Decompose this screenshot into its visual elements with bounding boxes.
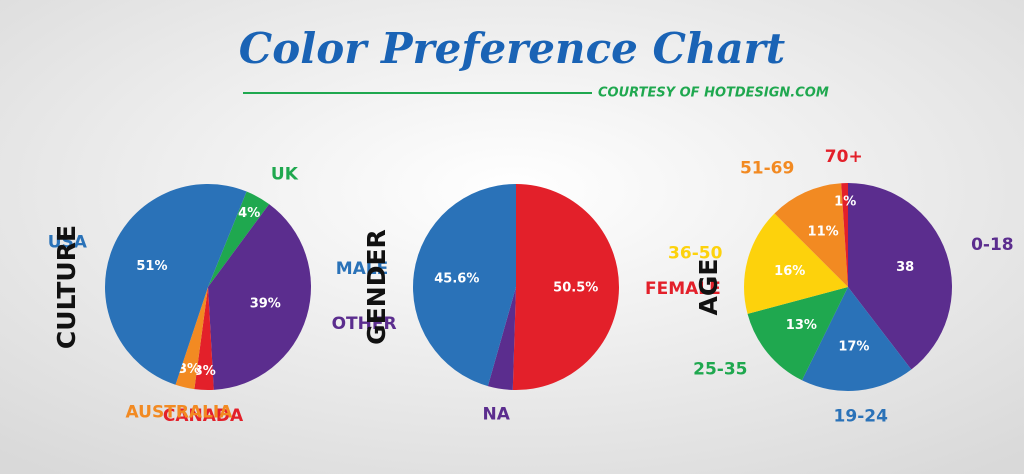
- slice-value-label: 38: [896, 260, 914, 275]
- slice-value-label: 1%: [834, 194, 856, 209]
- pie-slice: [744, 213, 848, 314]
- chart-axis-label: CULTURE: [52, 225, 81, 349]
- category-label: USA: [48, 232, 88, 252]
- category-label: FEMALE: [645, 279, 721, 299]
- slice-value-label: 51%: [136, 259, 167, 274]
- charts: 4% UK 39% OTHER 3% CANADA 3% AUSTRALIA 51% USACUL…: [48, 147, 1014, 426]
- category-label: 25-35: [693, 359, 747, 379]
- category-label: OTHER: [332, 314, 397, 334]
- slice-value-label: 13%: [786, 318, 817, 333]
- slice-value-label: 3%: [194, 364, 216, 379]
- subtitle: COURTESY OF HOTDESIGN.COM: [598, 86, 829, 101]
- category-label: MALE: [336, 259, 389, 279]
- category-label: 70+: [825, 147, 863, 167]
- slice-value-label: 39%: [250, 297, 281, 312]
- slice-value-label: 3%: [178, 362, 200, 377]
- pie-slice: [747, 287, 848, 381]
- pie-slice: [413, 184, 516, 387]
- category-label: CANADA: [163, 406, 244, 426]
- pie-slice: [512, 184, 619, 390]
- category-label: 0-18: [971, 235, 1014, 255]
- chart-axis-label: AGE: [694, 259, 723, 316]
- chart-axis-label: GENDER: [362, 229, 391, 345]
- slice-value-label: 45.6%: [434, 271, 479, 286]
- slice-value-label: 16%: [774, 264, 805, 279]
- pie-chart: 4% UK 39% OTHER 3% CANADA 3% AUSTRALIA 51% USACUL…: [48, 164, 397, 426]
- slice-value-label: 50.5%: [553, 280, 598, 295]
- pie-slice: [175, 287, 208, 390]
- pie-slice: [774, 183, 848, 287]
- pie-slice: [487, 287, 516, 390]
- category-label: AUSTRALIA: [126, 403, 234, 423]
- category-label: UK: [271, 164, 299, 184]
- pie-slice: [208, 204, 311, 390]
- category-label: 19-24: [834, 406, 889, 426]
- pie-slice: [208, 191, 270, 287]
- slice-value-label: 11%: [808, 225, 839, 240]
- category-label: 36-50: [668, 243, 723, 263]
- pie-chart: 38 0-18 17% 19-24 13% 25-35 16% 36-50 11% 51-69 1%…: [668, 147, 1014, 426]
- category-label: NA: [483, 404, 511, 424]
- pie-slice: [802, 287, 912, 392]
- pie-slice: [105, 184, 247, 385]
- category-label: 51-69: [740, 159, 794, 179]
- chart-title: Color Preference Chart: [239, 24, 785, 73]
- slice-value-label: 4%: [238, 206, 260, 221]
- pie-slice: [194, 287, 214, 390]
- slice-value-label: 17%: [838, 340, 869, 355]
- pie-slice: [848, 183, 953, 370]
- pie-slice: [841, 183, 848, 287]
